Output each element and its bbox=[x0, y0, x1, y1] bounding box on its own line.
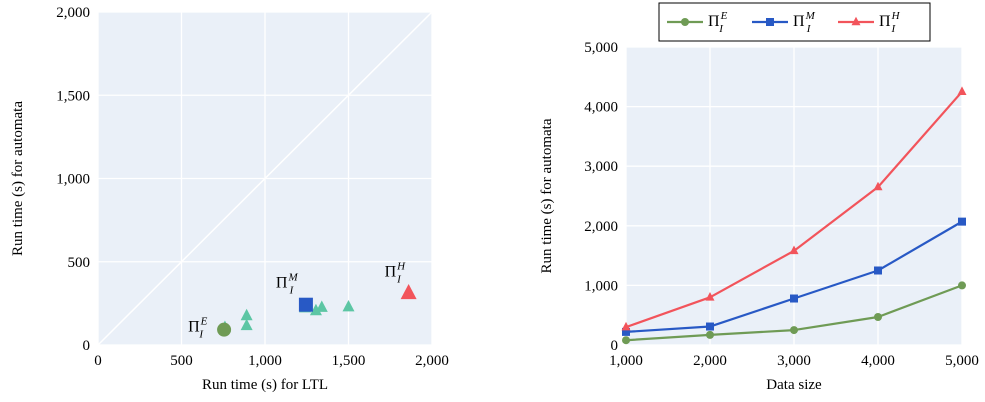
line-point-s1-p3 bbox=[874, 266, 882, 275]
scatter-point-s2-p0 bbox=[298, 297, 313, 312]
line-legend: ΠE I ΠM I ΠH I bbox=[658, 2, 931, 42]
line-y-axis-label: Run time (s) for automata bbox=[539, 118, 555, 273]
line-point-s2-p3 bbox=[873, 181, 883, 191]
scatter-annotation-0-base: Π bbox=[188, 319, 200, 336]
line-y-tick-label: 1,000 bbox=[584, 278, 618, 294]
scatter-point-s0-p4 bbox=[309, 303, 322, 316]
line-point-s0-p1 bbox=[706, 330, 714, 339]
legend-label-0: ΠE I bbox=[708, 10, 728, 35]
scatter-chart: 0 500 1,000 1,500 2,00005001,0001,5002,000ΠE… bbox=[10, 5, 449, 393]
legend-label-0-sub: I bbox=[718, 23, 724, 35]
scatter-annotation-0: ΠE I bbox=[188, 316, 208, 341]
line-chart: 1,000 2,000 3,000 4,000 5,00001,0002,0003,00… bbox=[539, 2, 979, 393]
line-point-s2-p2 bbox=[789, 245, 799, 255]
legend-label-0-sup: E bbox=[720, 10, 728, 22]
line-y-tick-label: 2,000 bbox=[584, 219, 618, 235]
legend-label-2: ΠH I bbox=[879, 10, 901, 35]
scatter-y-tick-label: 2,000 bbox=[56, 5, 90, 21]
line-x-tick-label: 2,000 bbox=[693, 353, 727, 369]
legend-label-1-base: Π bbox=[793, 13, 805, 30]
scatter-x-axis-label: Run time (s) for LTL bbox=[202, 377, 328, 393]
scatter-point-s1-p0 bbox=[217, 322, 232, 337]
line-point-s1-p2 bbox=[790, 294, 798, 303]
scatter-x-tick-label: 500 bbox=[170, 353, 193, 369]
scatter-point-s0-p2 bbox=[240, 318, 253, 331]
line-x-tick-label: 1,000 bbox=[609, 353, 643, 369]
line-point-s2-p1 bbox=[705, 292, 715, 301]
scatter-y-axis-label: Run time (s) for automata bbox=[10, 101, 26, 256]
scatter-annotation-1-base: Π bbox=[276, 275, 288, 292]
legend-label-0-base: Π bbox=[708, 13, 720, 30]
legend-label-2-base: Π bbox=[879, 13, 891, 30]
scatter-y-tick-label: 500 bbox=[68, 255, 91, 271]
scatter-annotation-2-base: Π bbox=[385, 263, 397, 280]
line-y-tick-label: 0 bbox=[611, 338, 619, 354]
scatter-annotation-2-sub: I bbox=[396, 273, 402, 285]
scatter-annotation-0-sub: I bbox=[198, 329, 204, 341]
legend-label-1-sup: M bbox=[805, 10, 816, 22]
scatter-annotation-1: ΠM I bbox=[276, 272, 299, 297]
scatter-x-tick-label: 1,500 bbox=[332, 353, 366, 369]
scatter-point-s0-p6 bbox=[342, 299, 355, 312]
legend-marker-0 bbox=[681, 18, 689, 26]
line-point-s1-p4 bbox=[958, 217, 966, 226]
legend-marker-2 bbox=[851, 16, 861, 26]
scatter-y-tick-label: 0 bbox=[83, 338, 91, 354]
legend-label-1: ΠM I bbox=[793, 10, 816, 35]
line-x-tick-label: 4,000 bbox=[861, 353, 895, 369]
scatter-x-tick-label: 2,000 bbox=[415, 353, 449, 369]
scatter-y-tick-label: 1,500 bbox=[56, 88, 90, 104]
legend-marker-1 bbox=[766, 18, 774, 26]
line-x-axis-label: Data size bbox=[766, 377, 822, 393]
line-y-tick-label: 3,000 bbox=[584, 159, 618, 175]
line-y-tick-label: 4,000 bbox=[584, 100, 618, 116]
scatter-annotation-2: ΠH I bbox=[385, 260, 407, 285]
legend-label-1-sub: I bbox=[806, 23, 812, 35]
line-point-s2-p0 bbox=[621, 321, 631, 331]
legend-label-2-sub: I bbox=[891, 23, 897, 35]
scatter-y-tick-label: 1,000 bbox=[56, 172, 90, 188]
scatter-point-s0-p5 bbox=[315, 300, 328, 312]
scatter-diagonal-line bbox=[97, 11, 433, 346]
line-point-s1-p1 bbox=[706, 322, 714, 331]
legend-box bbox=[658, 2, 931, 42]
line-point-s0-p3 bbox=[874, 312, 882, 321]
scatter-annotation-2-sup: H bbox=[396, 260, 406, 272]
line-x-tick-label: 3,000 bbox=[777, 353, 811, 369]
line-point-s1-p0 bbox=[622, 327, 630, 336]
line-point-s0-p0 bbox=[622, 336, 630, 345]
line-point-s0-p4 bbox=[958, 281, 966, 290]
line-point-s0-p2 bbox=[790, 326, 798, 335]
scatter-x-tick-label: 1,000 bbox=[248, 353, 282, 369]
scatter-annotation-1-sub: I bbox=[289, 285, 295, 297]
legend-label-2-sup: H bbox=[891, 10, 901, 22]
line-point-s2-p4 bbox=[957, 86, 967, 95]
scatter-point-s3-p0 bbox=[400, 283, 417, 300]
scatter-x-tick-label: 0 bbox=[94, 353, 102, 369]
line-x-tick-label: 5,000 bbox=[945, 353, 979, 369]
line-y-tick-label: 5,000 bbox=[584, 40, 618, 56]
scatter-point-s0-p1 bbox=[240, 308, 253, 321]
scatter-annotation-0-sup: E bbox=[200, 316, 208, 328]
scatter-annotation-1-sup: M bbox=[287, 272, 298, 284]
